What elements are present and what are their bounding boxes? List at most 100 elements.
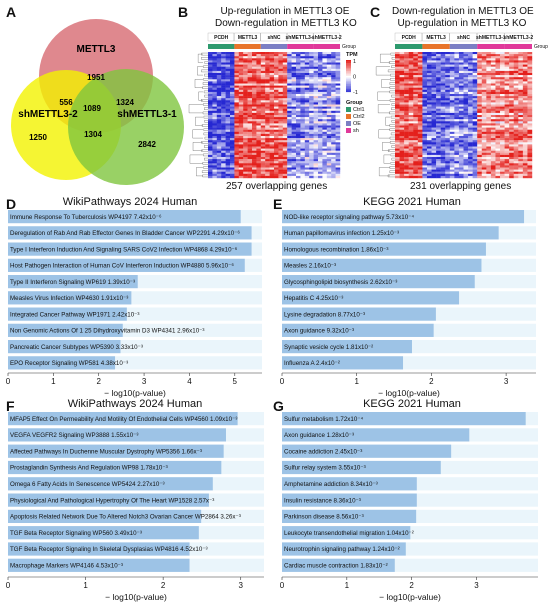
heatmap-group-header <box>477 32 505 42</box>
bar-label: Cardiac muscle contraction 1.83x10⁻² <box>284 563 388 570</box>
heatmap-cells <box>395 52 533 179</box>
chart-f-plot: MFAP5 Effect On Permeability And Motilit… <box>6 412 264 602</box>
x-axis-title: − log10(p-value) <box>379 592 441 602</box>
heatmap-legend-group-title: Group <box>346 100 363 106</box>
bar-label: Non Genomic Actions Of 1 25 Dihydroxyvit… <box>10 328 204 335</box>
bar <box>8 477 213 491</box>
bar-label: Type II Interferon Signaling WP619 1.39x… <box>10 279 135 286</box>
panel-letter-c: C <box>370 4 381 20</box>
x-tick-label: 4 <box>187 377 192 386</box>
bar <box>282 493 417 507</box>
bar <box>282 444 452 458</box>
venn-set-name-shmettl3-2: shMETTL3-2 <box>18 109 78 120</box>
heatmap-group-color-bar <box>504 44 532 49</box>
venn-count-shmettl3-1-only: 2842 <box>138 140 156 149</box>
x-tick-label: 1 <box>51 377 56 386</box>
bar-label: Apoptosis Related Network Due To Altered… <box>10 514 241 521</box>
x-tick-label: 2 <box>96 377 101 386</box>
heatmap-group-label: shNC <box>267 35 280 41</box>
heatmap-c-title-line2: Up-regulation in METTL3 KO <box>397 18 527 29</box>
x-tick-label: 1 <box>354 377 359 386</box>
bar <box>8 526 199 540</box>
heatmap-group-header <box>394 32 423 42</box>
heatmap-group-label: shMETTL3-2 <box>503 35 533 41</box>
x-tick-label: 1 <box>345 581 350 590</box>
heatmap-group-color-bar <box>477 44 505 49</box>
x-tick-label: 3 <box>504 377 509 386</box>
x-tick-label: 0 <box>280 377 285 386</box>
x-tick-label: 2 <box>429 377 434 386</box>
x-tick-label: 0 <box>6 581 11 590</box>
heatmap-legend-tick: -1 <box>353 90 358 96</box>
heatmap-group-header <box>504 32 532 42</box>
bar <box>282 460 441 475</box>
bar <box>8 444 224 458</box>
bar-label: EPO Receptor Signaling WP581 4.38x10⁻³ <box>10 360 128 367</box>
bar <box>282 428 470 442</box>
heatmap-group-color-bar <box>395 44 423 49</box>
heatmap-legend-tick: 0 <box>353 75 356 81</box>
panel-letter-b: B <box>178 4 189 20</box>
bar <box>8 323 123 337</box>
heatmap-legend-swatch <box>346 107 351 112</box>
bar-label: Physiological And Pathological Hypertrop… <box>10 497 214 504</box>
x-tick-label: 3 <box>142 377 147 386</box>
bar-label: Integrated Cancer Pathway WP1971 2.42x10… <box>10 311 140 318</box>
venn-circle-shmettl3-1 <box>68 69 184 185</box>
heatmap-legend-group-label: Ctrl2 <box>353 114 365 120</box>
bar <box>282 509 417 523</box>
bar-label: TGF Beta Receptor Signaling WP560 3.49x1… <box>10 530 142 537</box>
bar <box>282 242 486 256</box>
heatmap-group-header <box>449 32 477 42</box>
heatmap-group-color-bar <box>449 44 478 49</box>
bar-label: Human papillomavirus infection 1.25x10⁻³ <box>284 230 399 237</box>
bar-label: Macrophage Markers WP4146 4.53x10⁻³ <box>10 563 123 570</box>
venn-count-shmettl3-2-only: 1250 <box>29 133 47 142</box>
bar-label: Homologous recombination 1.86x10⁻³ <box>284 246 388 253</box>
bar <box>282 558 395 572</box>
chart-e-title: KEGG 2021 Human <box>363 196 461 208</box>
heatmap-legend-group-label: OE <box>353 121 361 127</box>
heatmap-group-label: METTL3 <box>238 35 258 41</box>
chart-g-title: KEGG 2021 Human <box>363 398 461 410</box>
chart-f-title: WikiPathways 2024 Human <box>67 398 203 410</box>
heatmap-legend-swatch <box>346 114 351 119</box>
heatmap-group-header <box>207 32 235 42</box>
bar <box>8 258 245 272</box>
bar <box>282 412 526 426</box>
bar-label: Omega 6 Fatty Acids In Senescence WP5424… <box>10 481 165 488</box>
venn-count-all-three: 1089 <box>83 104 101 113</box>
heatmap-group-color-bar <box>208 44 235 49</box>
venn-set-name-mettl3: METTL3 <box>77 44 116 55</box>
bar-label: VEGFA VEGFR2 Signaling WP3888 1.55x10⁻³ <box>10 432 138 439</box>
venn-count-shmettl3-2-shmettl3-1: 1304 <box>84 130 102 139</box>
bar <box>8 460 222 475</box>
heatmap-group-label: PCDH <box>402 35 417 41</box>
bar <box>282 340 412 354</box>
x-tick-label: 1 <box>83 581 88 590</box>
heatmap-group-row-label: Group <box>534 44 548 50</box>
bar-label: Immune Response To Tuberculosis WP4197 7… <box>10 214 162 221</box>
bar-label: NOD-like receptor signaling pathway 5.73… <box>284 214 414 221</box>
venn-count-mettl3-only: 1951 <box>87 73 105 82</box>
heatmap-group-label: shMETTL3-2 <box>312 35 342 41</box>
x-axis-title: − log10(p-value) <box>104 388 166 398</box>
heatmap-group-header <box>422 32 450 42</box>
bar <box>8 226 252 240</box>
panel-letter-d: D <box>6 196 17 212</box>
bar <box>282 226 499 240</box>
bar-label: Leukocyte transendothelial migration 1.0… <box>284 530 414 537</box>
heatmap-group-color-bar <box>313 44 340 49</box>
bar-label: Prostaglandin Synthesis And Regulation W… <box>10 465 168 472</box>
heatmap-group-header <box>234 32 261 42</box>
venn-count-mettl3-shmettl3-2: 556 <box>59 98 73 107</box>
x-tick-label: 2 <box>161 581 166 590</box>
panel-letter-f: F <box>6 398 15 414</box>
bar-label: MFAP5 Effect On Permeability And Motilit… <box>10 416 237 423</box>
x-axis-title: − log10(p-value) <box>105 592 167 602</box>
bar-label: Axon guidance 9.32x10⁻³ <box>284 328 354 335</box>
heatmap-legend-title: TPM <box>346 52 358 58</box>
x-tick-label: 3 <box>239 581 244 590</box>
